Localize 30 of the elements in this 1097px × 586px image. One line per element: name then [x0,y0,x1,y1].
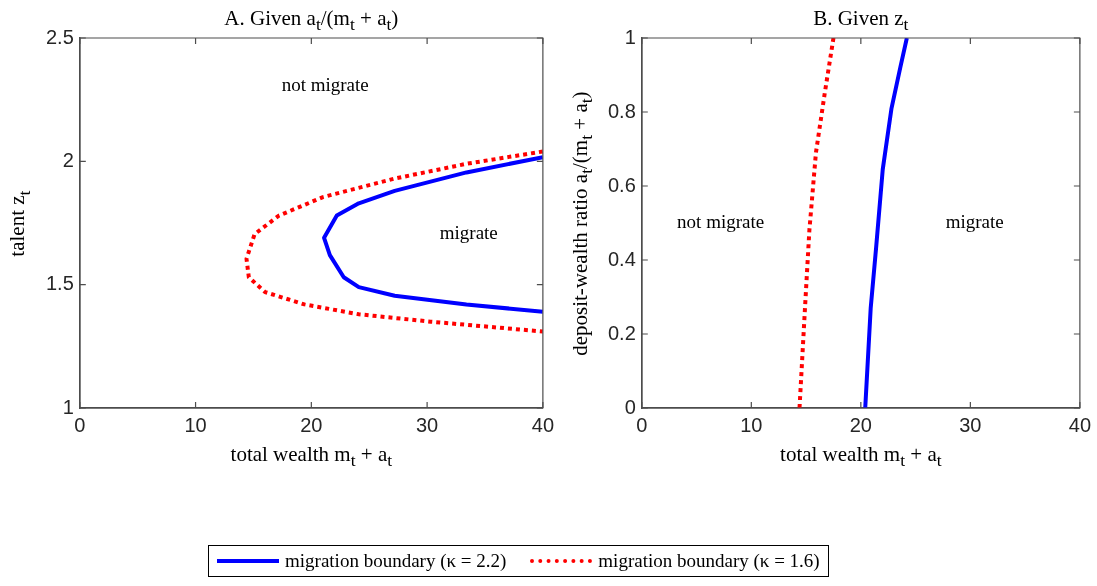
annotation: not migrate [281,74,369,96]
x-tick-label: 10 [184,413,207,436]
y-tick-label: 1 [62,395,74,418]
x-tick-label: 30 [959,413,982,436]
x-axis-title: total wealth m$_{t}$ + a$_{t}$ [779,442,943,472]
annotation: not migrate [677,210,765,232]
chart-title: B. Given z$_{t}$ [812,6,910,36]
y-tick-label: 0.8 [607,99,636,122]
x-tick-label: 20 [849,413,872,436]
y-tick-label: 0.4 [607,247,636,270]
y-tick-label: 2.5 [45,25,74,48]
y-tick-label: 1.5 [45,272,74,295]
line-series [244,149,543,334]
x-tick-label: 20 [300,413,323,436]
y-tick-label: 2 [62,148,74,171]
x-tick-label: 10 [740,413,763,436]
y-tick-label: 0.2 [607,321,636,344]
y-tick-label: 1 [624,25,636,48]
line-series [797,38,836,408]
x-tick-label: 40 [531,413,554,436]
legend-label: migration boundary (κ = 1.6) [598,550,820,572]
legend-label: migration boundary (κ = 2.2) [285,550,507,572]
x-axis-title: total wealth m$_{t}$ + a$_{t}$ [229,442,394,472]
y-tick-label: 0.6 [607,173,636,196]
chart-title: A. Given a$_{t}$/(m$_{t}$ + a$_{t}$) [223,6,400,36]
y-tick-label: 0 [624,395,636,418]
annotation: migrate [945,210,1004,232]
annotation: migrate [439,222,498,244]
x-tick-label: 30 [415,413,439,436]
x-tick-label: 40 [1068,413,1091,436]
